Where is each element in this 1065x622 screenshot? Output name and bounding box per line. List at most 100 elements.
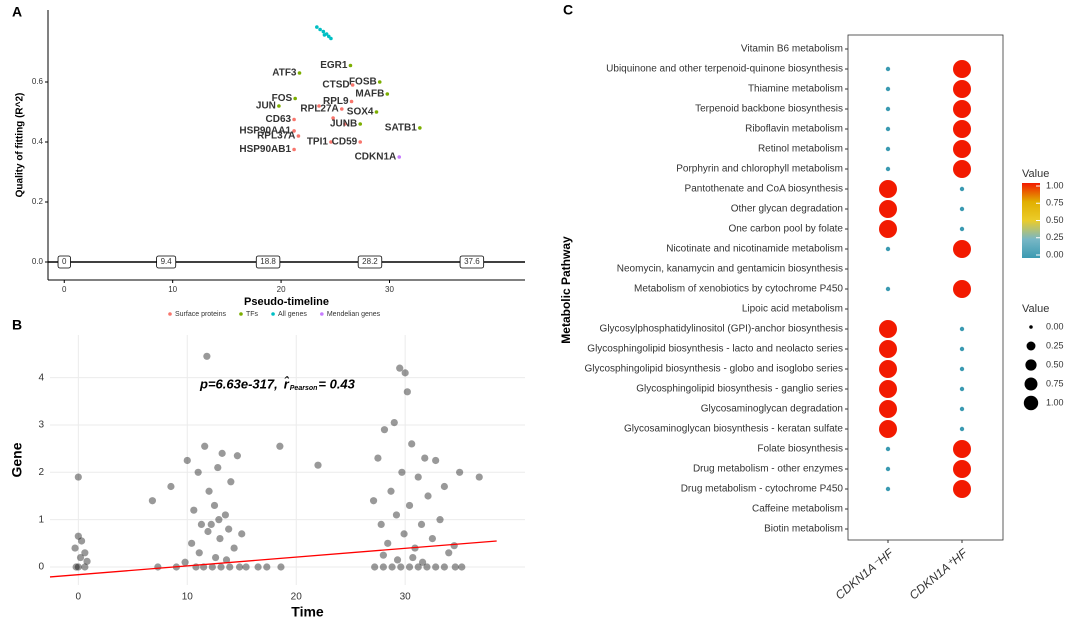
point: [77, 537, 86, 545]
point-label: CDKN1A: [355, 152, 397, 163]
point: [71, 544, 79, 552]
dot: [953, 80, 971, 98]
y-tick-label: Glycosylphosphatidylinositol (GPI)-ancho…: [600, 324, 843, 335]
point: [369, 497, 378, 505]
panel-label: A: [12, 4, 22, 20]
y-tick-label: Porphyrin and chlorophyll metabolism: [676, 164, 843, 175]
point: [238, 530, 246, 538]
colorbar: [1022, 183, 1040, 258]
legend-marker: [168, 312, 172, 316]
point: [400, 530, 408, 538]
timeline-label: 9.4: [161, 257, 173, 266]
point: [379, 563, 387, 571]
size-legend-dot: [1023, 395, 1039, 411]
size-legend-label: 0.25: [1046, 340, 1064, 350]
legend-label: TFs: [246, 311, 259, 318]
dot: [879, 420, 897, 438]
dot: [953, 280, 971, 298]
point: [445, 549, 453, 557]
point: [397, 563, 405, 571]
timeline-box: [255, 255, 281, 269]
point: [393, 556, 402, 564]
point: [403, 388, 411, 396]
y-tick-label: 2: [38, 467, 44, 478]
point: [217, 563, 225, 571]
dot: [953, 100, 971, 118]
dot: [959, 406, 965, 412]
point: [322, 33, 327, 37]
annotation: Pearson: [290, 385, 318, 392]
dot: [959, 386, 965, 392]
y-tick-label: 0.6: [32, 77, 44, 86]
y-tick-label: Retinol metabolism: [758, 144, 843, 155]
legend-label: Mendelian genes: [327, 311, 381, 318]
y-tick-label: One carbon pool by folate: [728, 224, 843, 235]
y-tick-label: Drug metabolism - cytochrome P450: [681, 484, 844, 495]
y-tick-label: Glycosaminoglycan degradation: [701, 404, 843, 415]
point: [317, 104, 321, 108]
point-label: JUN: [256, 101, 276, 112]
point: [421, 454, 429, 462]
size-legend-dot: [1025, 359, 1037, 371]
y-tick-label: 0.4: [32, 137, 44, 146]
dot: [953, 440, 971, 458]
colorbar-label: 1.00: [1046, 180, 1064, 190]
point: [436, 516, 444, 524]
point: [358, 140, 363, 144]
point: [374, 110, 379, 114]
dot: [879, 180, 897, 198]
point: [227, 478, 235, 486]
dot: [959, 226, 965, 232]
annotation: = 0.43: [318, 376, 355, 391]
y-tick-label: 0.0: [32, 257, 44, 266]
y-tick-label: Nicotinate and nicotinamide metabolism: [666, 244, 843, 255]
point: [409, 553, 417, 562]
y-tick-label: Vitamin B6 metabolism: [741, 44, 843, 55]
point: [401, 369, 409, 377]
dot: [953, 60, 971, 78]
point: [205, 487, 213, 495]
point: [396, 364, 404, 372]
point: [408, 440, 416, 448]
point: [371, 563, 379, 571]
dot: [885, 466, 891, 472]
point: [83, 557, 91, 565]
point: [377, 520, 385, 528]
point: [233, 452, 241, 460]
dot: [953, 480, 971, 498]
point: [235, 563, 244, 571]
point: [276, 442, 284, 450]
size-legend-dot: [1026, 341, 1036, 351]
point-label: RPL9: [323, 96, 349, 107]
y-tick-label: Biotin metabolism: [764, 524, 843, 535]
y-tick-label: 0: [38, 562, 44, 573]
point-label: FOSB: [349, 77, 377, 88]
point: [379, 551, 387, 559]
point: [230, 544, 238, 552]
point: [216, 534, 224, 543]
point: [188, 539, 196, 547]
size-legend-label: 0.75: [1046, 378, 1064, 388]
x-tick-label: 20: [291, 592, 303, 603]
y-tick-label: Thiamine metabolism: [748, 84, 843, 95]
dot: [959, 366, 965, 372]
colorbar-label: 0.25: [1046, 232, 1064, 242]
dot: [885, 246, 891, 252]
point: [358, 122, 363, 126]
point: [74, 563, 82, 571]
legend-marker: [320, 312, 324, 316]
point: [405, 563, 414, 571]
point: [211, 553, 220, 562]
panel-label: C: [563, 2, 573, 18]
dot: [879, 200, 897, 218]
point: [225, 525, 233, 533]
point: [195, 549, 203, 557]
point-label: CD63: [266, 114, 292, 125]
point: [397, 155, 402, 159]
point: [293, 96, 297, 101]
dot: [959, 326, 965, 332]
point: [418, 558, 427, 566]
point: [208, 563, 216, 571]
